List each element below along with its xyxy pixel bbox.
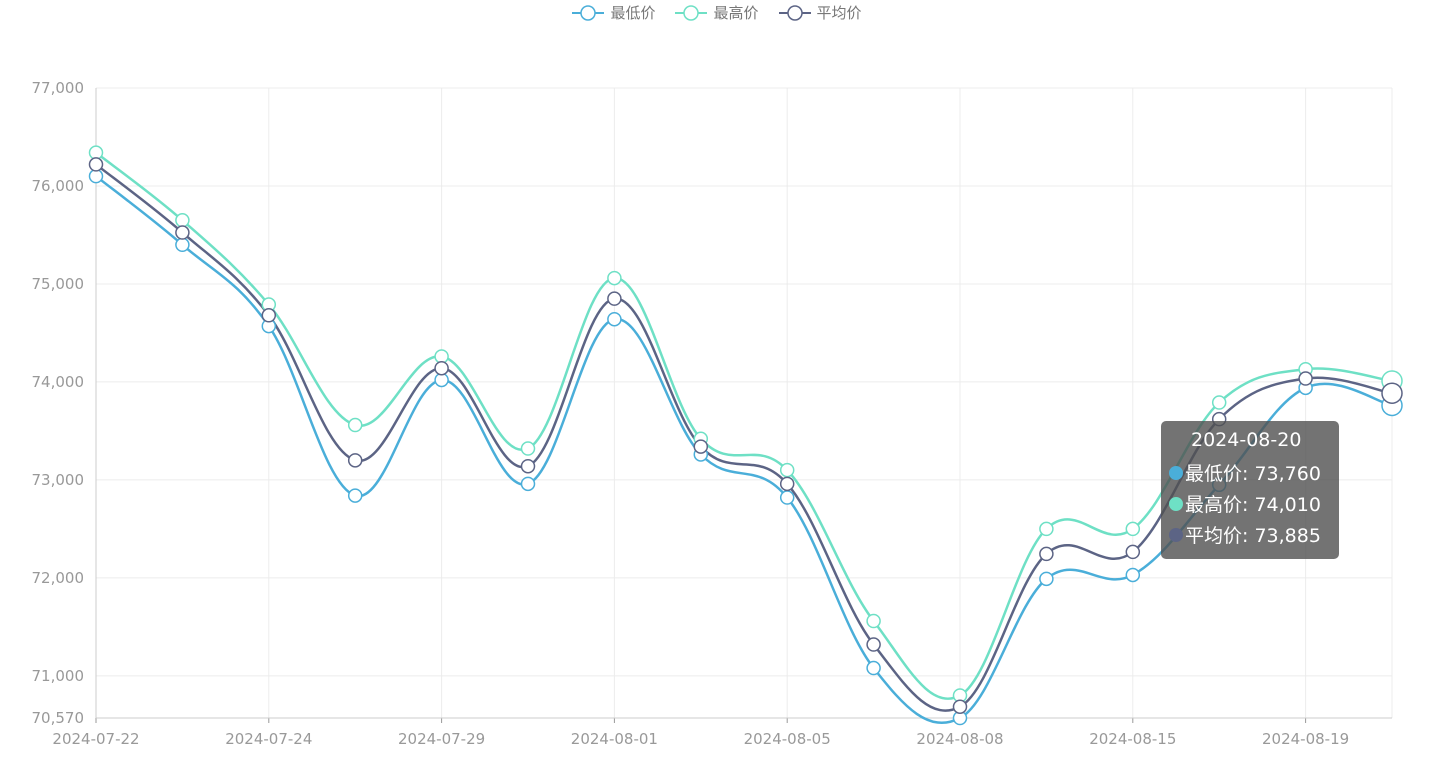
grid-lines bbox=[96, 87, 1393, 718]
data-point bbox=[1125, 544, 1141, 560]
data-point bbox=[261, 308, 277, 323]
x-tick-label: 2024-08-19 bbox=[1262, 730, 1349, 748]
y-tick-label: 74,000 bbox=[32, 373, 85, 391]
legend-line-marker-icon bbox=[572, 4, 605, 21]
legend-item-avg[interactable]: 平均价 bbox=[777, 2, 862, 23]
data-point bbox=[866, 637, 881, 652]
tooltip-row: 最低价: 73,760 bbox=[1169, 457, 1339, 488]
legend-item-low[interactable]: 最低价 bbox=[570, 2, 655, 23]
y-tick-label: 76,000 bbox=[32, 177, 85, 195]
x-tick-label: 2024-08-01 bbox=[571, 730, 658, 748]
tooltip-row: 平均价: 73,885 bbox=[1169, 519, 1339, 550]
data-point bbox=[693, 439, 709, 454]
data-point bbox=[347, 417, 363, 433]
data-point bbox=[1298, 371, 1313, 386]
tooltip-row-text: 平均价: 73,885 bbox=[1185, 525, 1321, 547]
series-lines bbox=[95, 151, 1393, 724]
data-point bbox=[607, 291, 622, 306]
series-line bbox=[95, 163, 1393, 712]
data-point bbox=[347, 488, 363, 503]
data-point bbox=[520, 441, 536, 456]
x-tick-label: 2024-07-22 bbox=[52, 730, 139, 748]
data-point bbox=[175, 213, 190, 228]
legend: 最低价 最高价 平均价 bbox=[0, 2, 1432, 23]
data-point bbox=[866, 613, 881, 629]
y-tick-label: 73,000 bbox=[32, 471, 85, 489]
series-line bbox=[95, 175, 1393, 724]
legend-label: 最低价 bbox=[610, 4, 656, 22]
series-dot-icon bbox=[1169, 527, 1183, 542]
legend-line-marker-icon bbox=[675, 4, 708, 21]
x-tick-label: 2024-07-29 bbox=[398, 730, 485, 748]
x-tick-label: 2024-08-05 bbox=[744, 730, 831, 748]
legend-label: 最高价 bbox=[713, 4, 759, 22]
x-tick-label: 2024-08-08 bbox=[916, 730, 1003, 748]
legend-label: 平均价 bbox=[816, 4, 862, 22]
data-point bbox=[175, 225, 190, 240]
data-point bbox=[779, 476, 795, 492]
data-point bbox=[347, 453, 363, 468]
y-tick-label: 77,000 bbox=[32, 79, 85, 97]
x-tick-label: 2024-08-15 bbox=[1089, 730, 1176, 748]
data-point bbox=[1039, 571, 1054, 587]
data-point bbox=[1125, 521, 1141, 537]
legend-item-high[interactable]: 最高价 bbox=[673, 2, 759, 23]
data-point bbox=[779, 490, 795, 505]
data-point bbox=[1125, 567, 1141, 583]
data-point bbox=[520, 476, 536, 492]
y-tick-label: 75,000 bbox=[32, 275, 85, 293]
tooltip-title: 2024-08-20 bbox=[1191, 429, 1302, 451]
y-tick-label: 70,570 bbox=[32, 709, 85, 727]
series-dot-icon bbox=[1169, 496, 1183, 511]
data-point bbox=[1039, 521, 1054, 537]
data-point bbox=[952, 699, 968, 714]
data-point bbox=[779, 462, 795, 478]
data-point bbox=[434, 360, 449, 376]
data-point bbox=[1039, 546, 1054, 562]
data-point bbox=[520, 458, 536, 474]
y-tick-label: 72,000 bbox=[32, 569, 85, 587]
tooltip-row: 最高价: 74,010 bbox=[1169, 488, 1339, 519]
data-point bbox=[607, 270, 622, 286]
data-point bbox=[607, 311, 622, 327]
data-point bbox=[1381, 382, 1403, 404]
data-point bbox=[1211, 395, 1227, 410]
x-tick-label: 2024-07-24 bbox=[225, 730, 312, 748]
data-point bbox=[866, 660, 881, 676]
tick-labels: 70,570 71,000 72,000 73,000 74,000 75,000 76,0… bbox=[32, 79, 1350, 748]
axes bbox=[95, 88, 1392, 723]
legend-line-marker-icon bbox=[778, 4, 811, 21]
data-point bbox=[88, 157, 104, 172]
series-dot-icon bbox=[1169, 465, 1183, 480]
data-points bbox=[88, 145, 1403, 726]
series-line bbox=[95, 151, 1393, 700]
tooltip-row-text: 最高价: 74,010 bbox=[1185, 494, 1321, 516]
tooltip-row-text: 最低价: 73,760 bbox=[1185, 463, 1321, 485]
tooltip: 2024-08-20 最低价: 73,760 最高价: 74,010 平均价: … bbox=[1161, 421, 1339, 559]
data-point bbox=[175, 237, 190, 253]
y-tick-label: 71,000 bbox=[32, 667, 85, 685]
